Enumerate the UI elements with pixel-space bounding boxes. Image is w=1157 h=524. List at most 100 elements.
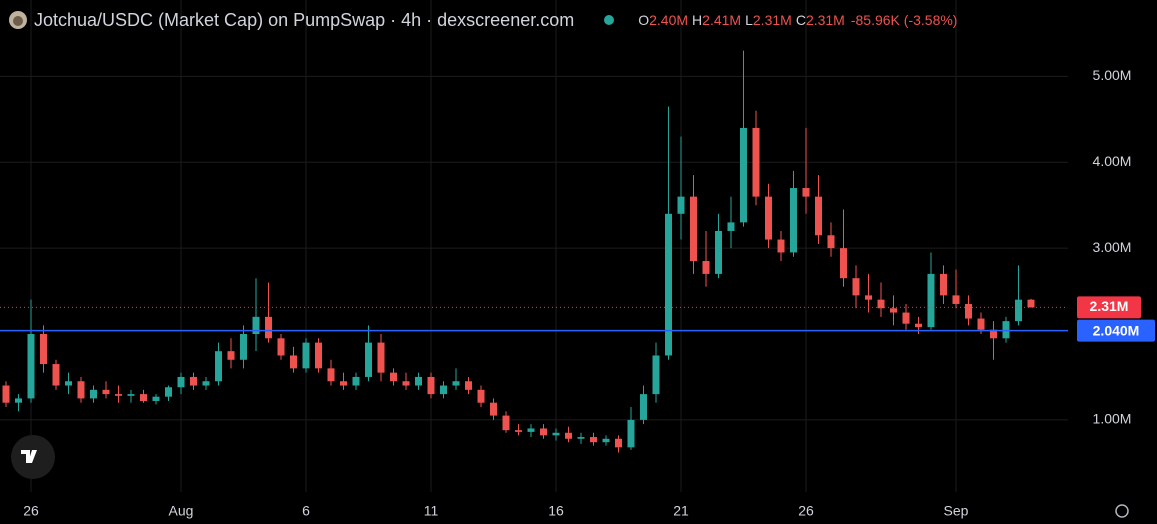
x-tick-label: 11 xyxy=(424,503,439,519)
candle-body xyxy=(552,432,560,436)
token-icon xyxy=(9,11,27,29)
chart-title: Jotchua/USDC (Market Cap) on PumpSwap · … xyxy=(34,9,575,30)
candle-body xyxy=(27,334,35,399)
last-price-badge xyxy=(1077,296,1141,319)
candle-body xyxy=(465,381,472,390)
candle-body xyxy=(1002,321,1010,339)
x-tick-label: 26 xyxy=(23,503,39,519)
candle-body xyxy=(652,355,660,395)
candle-body xyxy=(77,381,85,399)
candle-body xyxy=(402,381,410,386)
candle-body xyxy=(252,316,260,335)
candle-body xyxy=(202,381,210,386)
candle-body xyxy=(1027,299,1035,308)
candle-body xyxy=(690,196,697,262)
header: Jotchua/USDC (Market Cap) on PumpSwap · … xyxy=(8,8,957,32)
candle-body xyxy=(902,312,910,324)
ohlc-value: 2.41M xyxy=(702,12,742,28)
candle-body xyxy=(440,385,447,395)
candle-body xyxy=(177,376,185,388)
candle-body xyxy=(740,127,747,223)
candle-body xyxy=(727,222,735,231)
candle-body xyxy=(215,351,222,382)
candle-body xyxy=(190,376,197,386)
last-price-label: 2.31M xyxy=(1090,298,1129,314)
candle-body xyxy=(802,188,810,197)
candle-body xyxy=(565,432,572,439)
candle-body xyxy=(977,318,985,330)
candle-body xyxy=(390,372,397,382)
change-value: -85.96K (-3.58%) xyxy=(850,12,958,28)
candle-body xyxy=(765,196,772,240)
candle-body xyxy=(840,248,847,279)
ohlc-key: L xyxy=(745,12,753,28)
candle-body xyxy=(577,437,585,439)
candle-body xyxy=(302,342,310,369)
candle-body xyxy=(752,127,760,197)
candle-body xyxy=(102,389,110,395)
x-tick-label: Sep xyxy=(944,503,969,519)
candle-body xyxy=(352,376,360,386)
candle-body xyxy=(452,381,460,386)
ohlc-value: 2.31M xyxy=(805,12,845,28)
candle-body xyxy=(477,389,485,403)
candle-body xyxy=(490,402,497,416)
x-tick-label: 16 xyxy=(548,503,564,519)
candle-body xyxy=(152,396,160,401)
candle-body xyxy=(340,381,347,386)
x-tick-label: 6 xyxy=(302,503,310,519)
y-tick-label: 4.00M xyxy=(1093,153,1132,169)
settings-icon xyxy=(1115,504,1129,518)
candle-body xyxy=(290,355,297,369)
candle-body xyxy=(827,235,835,249)
candle-body xyxy=(165,387,172,397)
candle-body xyxy=(702,261,710,274)
ohlc-value: 2.40M xyxy=(649,12,689,28)
tv-logo-mark xyxy=(21,450,37,463)
candle-body xyxy=(715,230,722,274)
candle-body xyxy=(365,342,372,377)
ohlc-key: H xyxy=(692,12,703,28)
candle-body xyxy=(615,438,622,448)
candle-body xyxy=(65,381,72,386)
candle-body xyxy=(665,213,672,356)
candle-body xyxy=(777,239,785,253)
candle-body xyxy=(602,438,610,443)
candle-body xyxy=(940,273,947,296)
candle-body xyxy=(127,394,135,396)
x-tick-label: Aug xyxy=(169,503,194,519)
candle-body xyxy=(627,419,635,448)
candle-body xyxy=(927,273,935,328)
candle-body xyxy=(40,334,47,365)
candle-body xyxy=(677,196,685,214)
candle-body xyxy=(790,188,797,253)
candle-body xyxy=(415,376,422,386)
candle-body xyxy=(915,323,922,328)
candle-body xyxy=(952,295,960,304)
candle-body xyxy=(115,394,122,396)
candle-body xyxy=(15,398,22,403)
hline-label: 2.040M xyxy=(1093,322,1140,338)
candle-body xyxy=(852,278,860,296)
candle-body xyxy=(540,428,547,436)
y-tick-label: 1.00M xyxy=(1093,411,1132,427)
candle-body xyxy=(865,295,872,300)
candle-body xyxy=(527,428,535,432)
candle-body xyxy=(1015,299,1022,322)
candle-body xyxy=(427,376,435,395)
candle-body xyxy=(2,385,10,403)
candle-body xyxy=(815,196,822,236)
candle-body xyxy=(90,389,97,399)
y-tick-label: 5.00M xyxy=(1093,67,1132,83)
candle-body xyxy=(52,364,60,386)
candle-body xyxy=(265,316,272,339)
x-tick-label: 21 xyxy=(673,503,689,519)
tv-logo xyxy=(11,435,55,479)
candle-body xyxy=(140,394,147,401)
candle-body xyxy=(502,415,510,431)
candle-body xyxy=(990,329,997,339)
candle-body xyxy=(877,299,885,309)
candle-body xyxy=(377,342,385,373)
